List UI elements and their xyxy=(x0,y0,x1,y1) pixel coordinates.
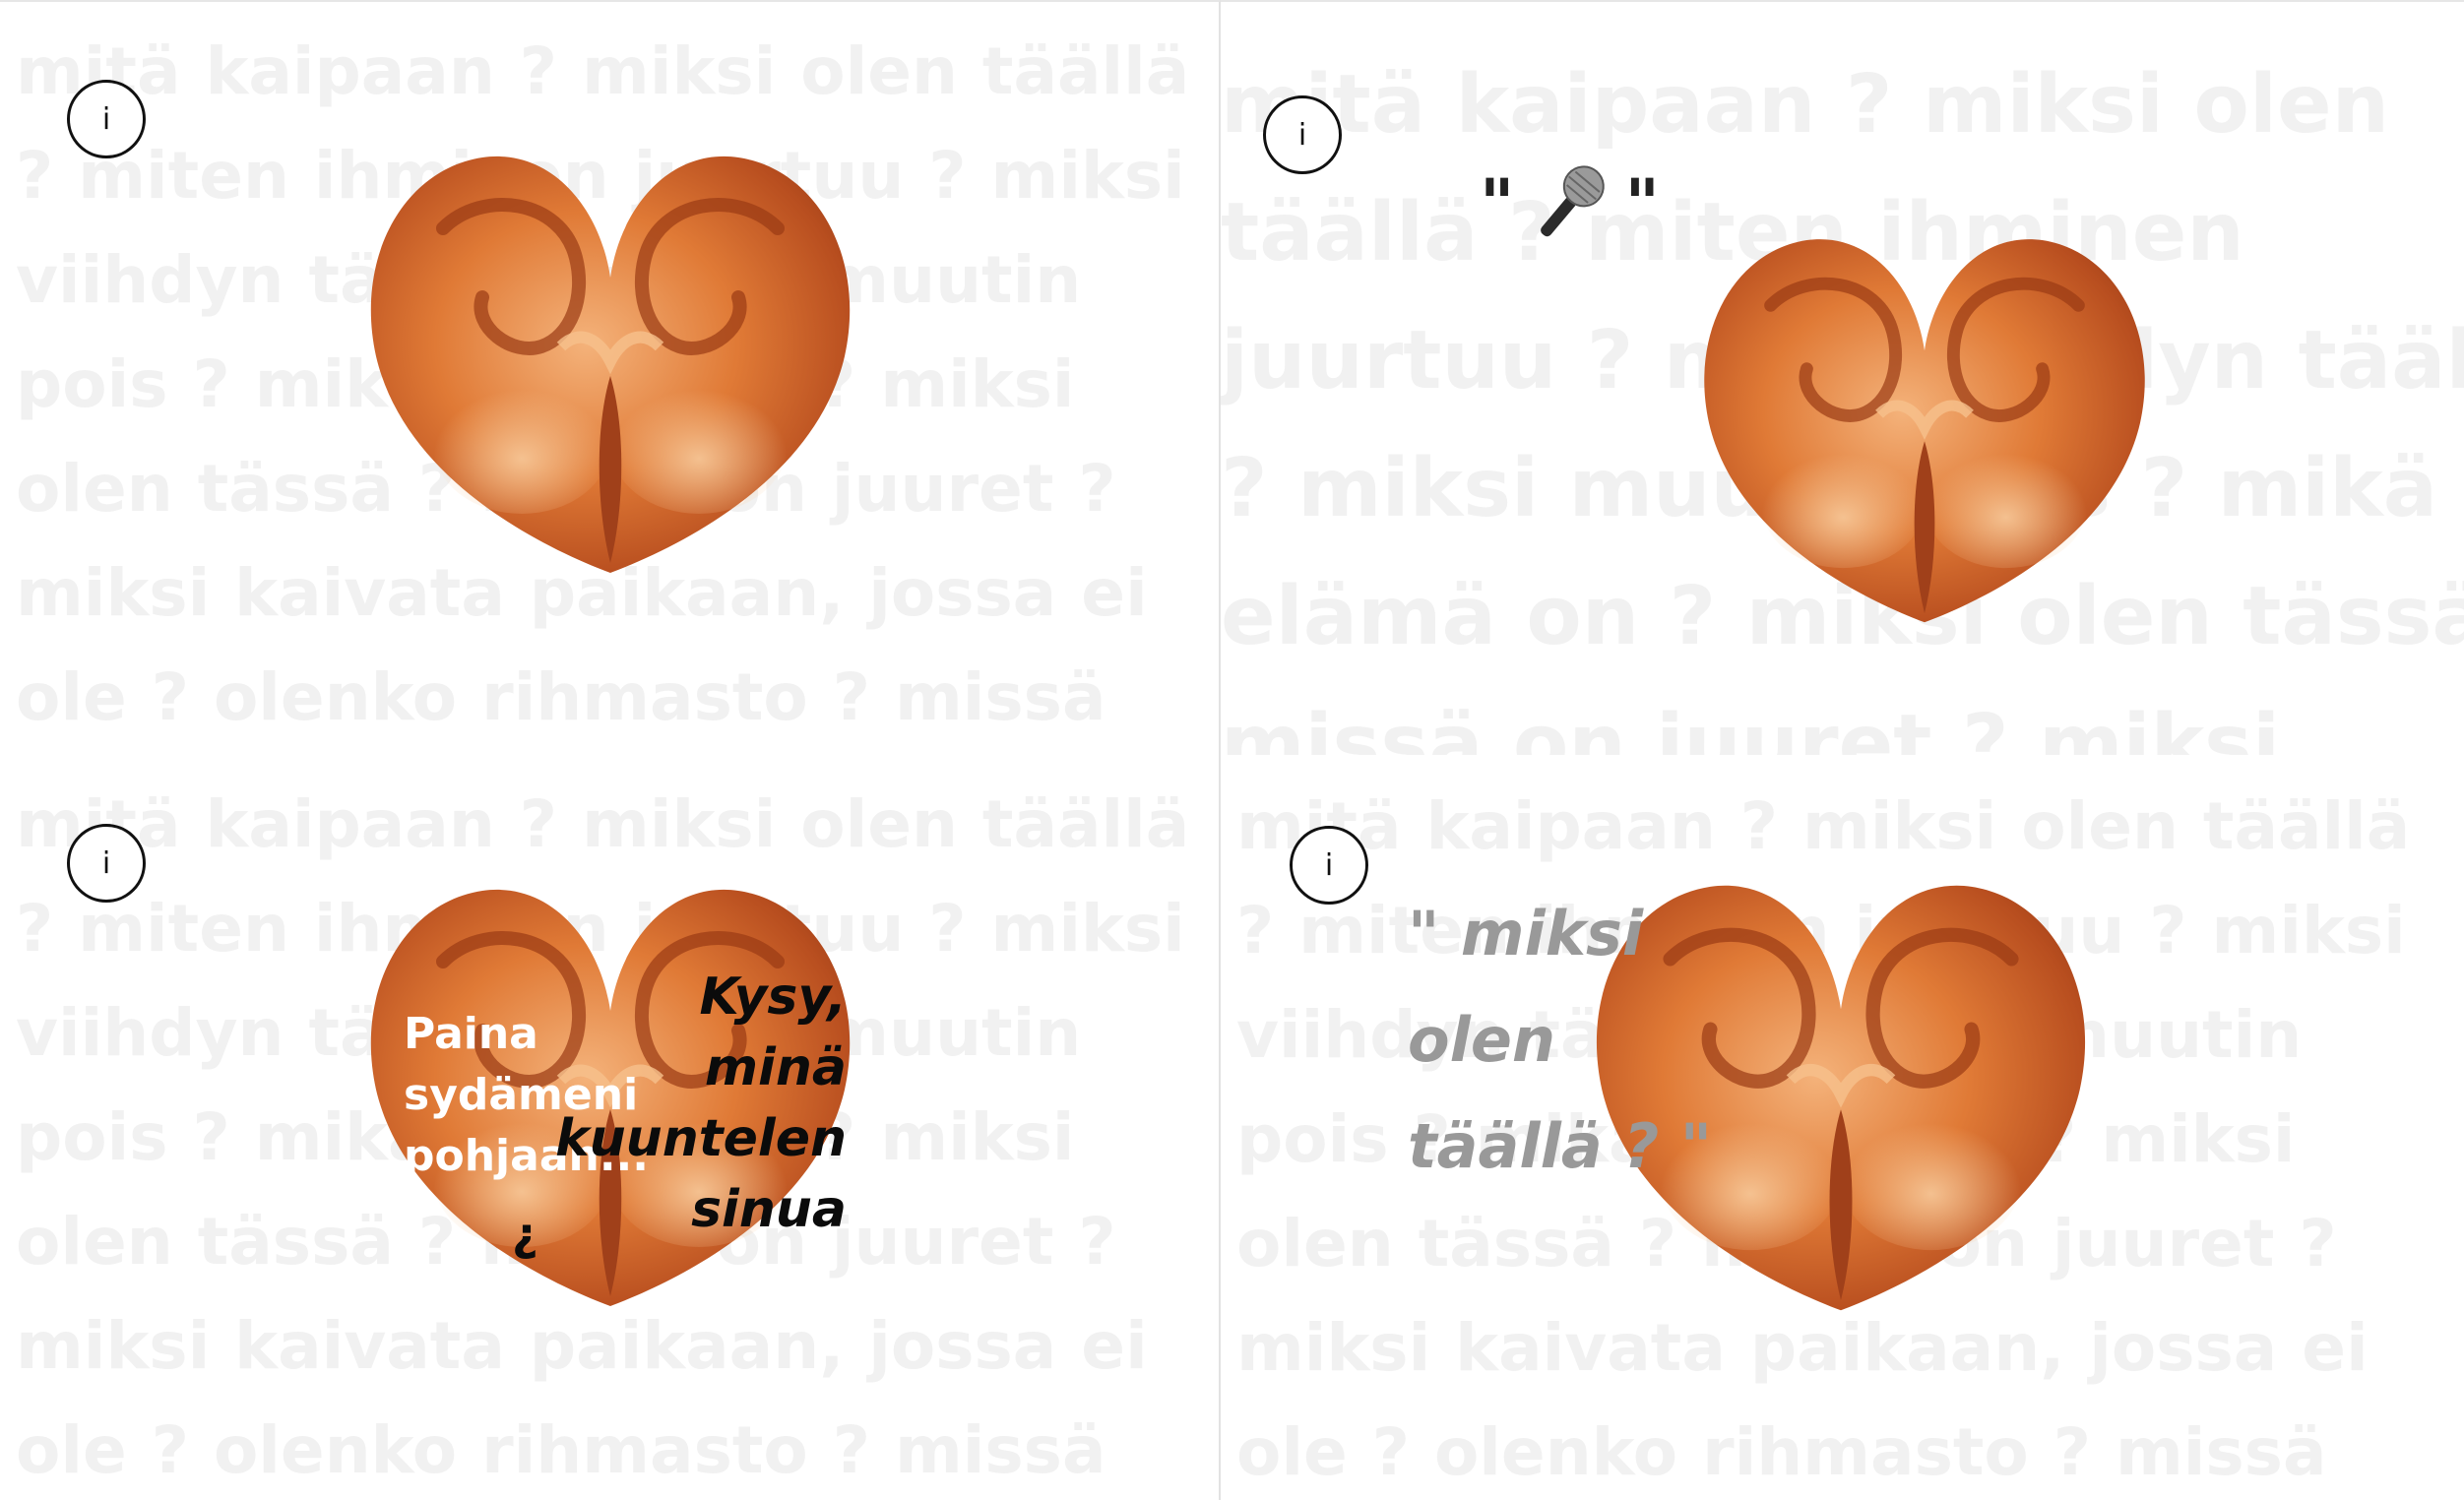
heart-ear-image[interactable] xyxy=(364,150,856,573)
text-line: pohjaan... xyxy=(404,1131,649,1181)
quote-text: " miksi olen täällä ? " xyxy=(1408,881,1712,1200)
info-button[interactable]: i xyxy=(67,80,146,158)
info-label: i xyxy=(101,101,111,137)
text-line: minä xyxy=(704,1038,847,1097)
text-line: Paina xyxy=(404,1009,538,1059)
panel-top-left: mitä kaipaan ? miksi olen täällä ? miten… xyxy=(0,0,1221,757)
info-label: i xyxy=(1324,847,1334,883)
info-button[interactable]: i xyxy=(1263,95,1342,174)
info-label: i xyxy=(101,845,111,881)
text-line: sydämeni xyxy=(404,1070,639,1120)
heart-ear-image[interactable] xyxy=(1698,228,2151,627)
text-line: Kysy, xyxy=(699,968,847,1027)
info-button[interactable]: i xyxy=(1290,826,1368,905)
info-button[interactable]: i xyxy=(67,824,146,903)
quote-line: täällä ? " xyxy=(1408,1110,1713,1182)
panel-top-right: mitä kaipaan ? miksi olen täällä ? miten… xyxy=(1221,0,2464,757)
inverted-question-mark: ¿ xyxy=(512,1208,538,1261)
panel-bottom-left: mitä kaipaan ? miksi olen täällä ? miten… xyxy=(0,755,1221,1500)
text-line: sinua xyxy=(691,1180,847,1239)
heart-text-right: Kysy, minä kuuntelen sinua xyxy=(502,962,847,1245)
panel-bottom-right: mitä kaipaan ? miksi olen täällä ? miten… xyxy=(1221,755,2464,1500)
quote-open: " xyxy=(1480,164,1515,243)
quote-line: olen xyxy=(1408,1004,1556,1076)
heart-text-left: Paina sydämeni pohjaan... xyxy=(404,1004,649,1187)
quote-microphone: " " xyxy=(1480,159,1660,248)
microphone-icon[interactable] xyxy=(1530,159,1609,248)
quote-line: " miksi xyxy=(1408,898,1644,969)
text-line: kuuntelen xyxy=(555,1109,847,1168)
quote-close: " xyxy=(1624,164,1660,243)
info-label: i xyxy=(1297,117,1307,153)
